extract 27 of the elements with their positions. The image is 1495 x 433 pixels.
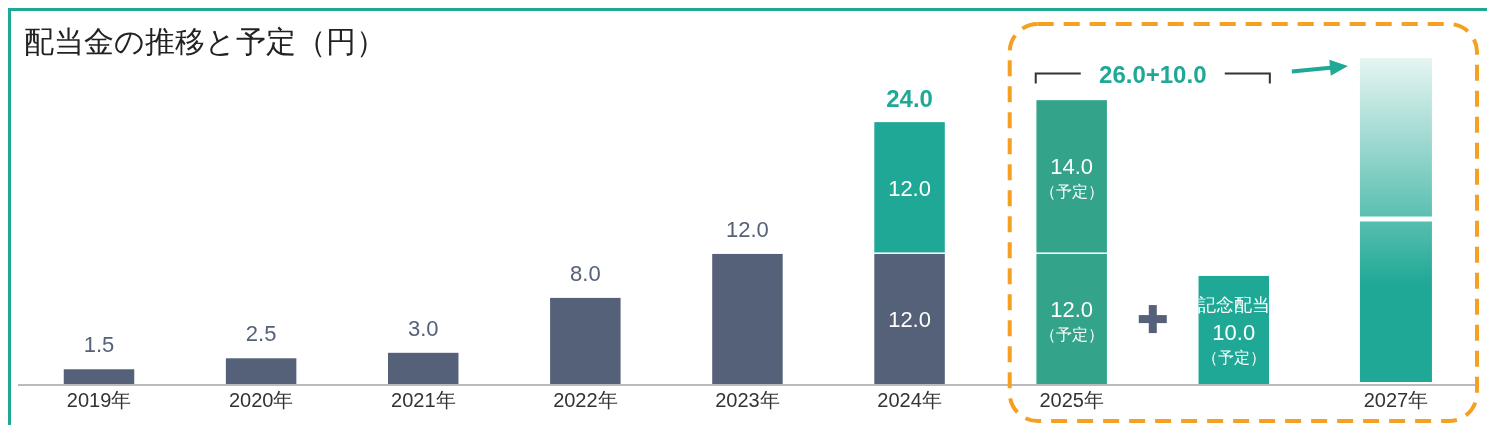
text: 26.0+10.0 [1099,61,1207,89]
x-tick-label: 2020年 [228,389,294,412]
x-tick-label: 2022年 [553,389,618,412]
x-tick-label: 2024年 [877,389,942,412]
data-label: 8.0 [570,260,601,286]
chart-title: 配当金の推移と予定（円） [24,24,386,60]
x-tick-label: 2027年 [1363,389,1429,412]
data-label: 12.0 [726,216,769,242]
data-label: 1.5 [83,331,115,357]
x-tick-label: 2023年 [715,389,780,412]
data-label: 12.0 [888,175,931,201]
series-label: 記念配当 [1197,295,1270,316]
x-tick-label: 2025年 [1039,389,1104,412]
bar [224,356,298,385]
bar [710,252,785,385]
bar [386,351,460,385]
data-label: 2.5 [245,321,277,347]
total-label: 24.0 [886,85,933,113]
data-label: 3.0 [407,315,439,341]
x-tick-label: 2019年 [66,389,132,412]
data-label: 12.0 [888,307,931,333]
x-tick-label: 2021年 [391,389,456,412]
data-label: 12.0 （予定） [1039,296,1104,343]
bar [62,367,136,385]
data-label: 10.0 （予定） [1201,319,1266,367]
data-label: 14.0 （予定） [1039,153,1104,201]
bar [548,296,623,385]
